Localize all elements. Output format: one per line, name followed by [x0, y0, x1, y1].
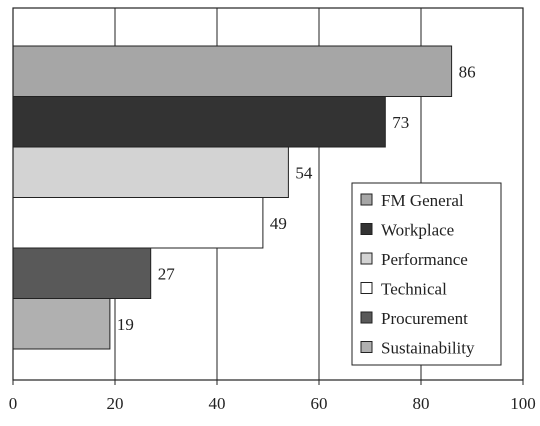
data-labels: 86 73 54 49 27 19 — [117, 62, 476, 334]
legend-label-technical: Technical — [381, 280, 447, 299]
bar-fm-general — [12, 45, 453, 97]
data-label-procurement: 27 — [158, 264, 176, 283]
bar-sustainability — [12, 298, 111, 350]
legend-swatch-workplace — [360, 223, 373, 235]
legend-swatch-sustainability — [360, 341, 373, 353]
legend-swatch-fm-general — [360, 193, 373, 206]
x-tick-label-100: 100 — [510, 394, 536, 413]
x-axis: 0 20 40 60 80 100 — [9, 380, 536, 413]
legend-label-workplace: Workplace — [381, 221, 454, 240]
legend-box — [351, 182, 502, 366]
legend-label-sustainability: Sustainability — [381, 339, 475, 358]
plot-frame — [12, 7, 524, 381]
x-tick-label-40: 40 — [209, 394, 226, 413]
x-tick-label-0: 0 — [9, 394, 18, 413]
data-label-fm-general: 86 — [459, 62, 476, 81]
bar-performance — [12, 146, 289, 198]
bar-technical — [12, 197, 264, 249]
x-tick-label-60: 60 — [311, 394, 328, 413]
legend-label-procurement: Procurement — [381, 309, 468, 328]
bar-procurement — [12, 247, 152, 299]
bar-workplace — [12, 96, 386, 148]
legend-label-performance: Performance — [381, 250, 468, 269]
x-tick-label-20: 20 — [107, 394, 124, 413]
legend-swatch-technical — [360, 282, 373, 294]
legend-label-fm-general: FM General — [381, 191, 464, 210]
legend-swatch-procurement — [360, 311, 373, 324]
x-tick-label-80: 80 — [413, 394, 430, 413]
data-label-workplace: 73 — [392, 113, 409, 132]
legend: FM General Workplace Performance Technical P… — [351, 182, 502, 366]
data-label-performance: 54 — [295, 163, 313, 182]
legend-swatch-performance — [360, 252, 373, 265]
data-label-technical: 49 — [270, 214, 287, 233]
data-label-sustainability: 19 — [117, 315, 134, 334]
bars — [12, 45, 453, 350]
